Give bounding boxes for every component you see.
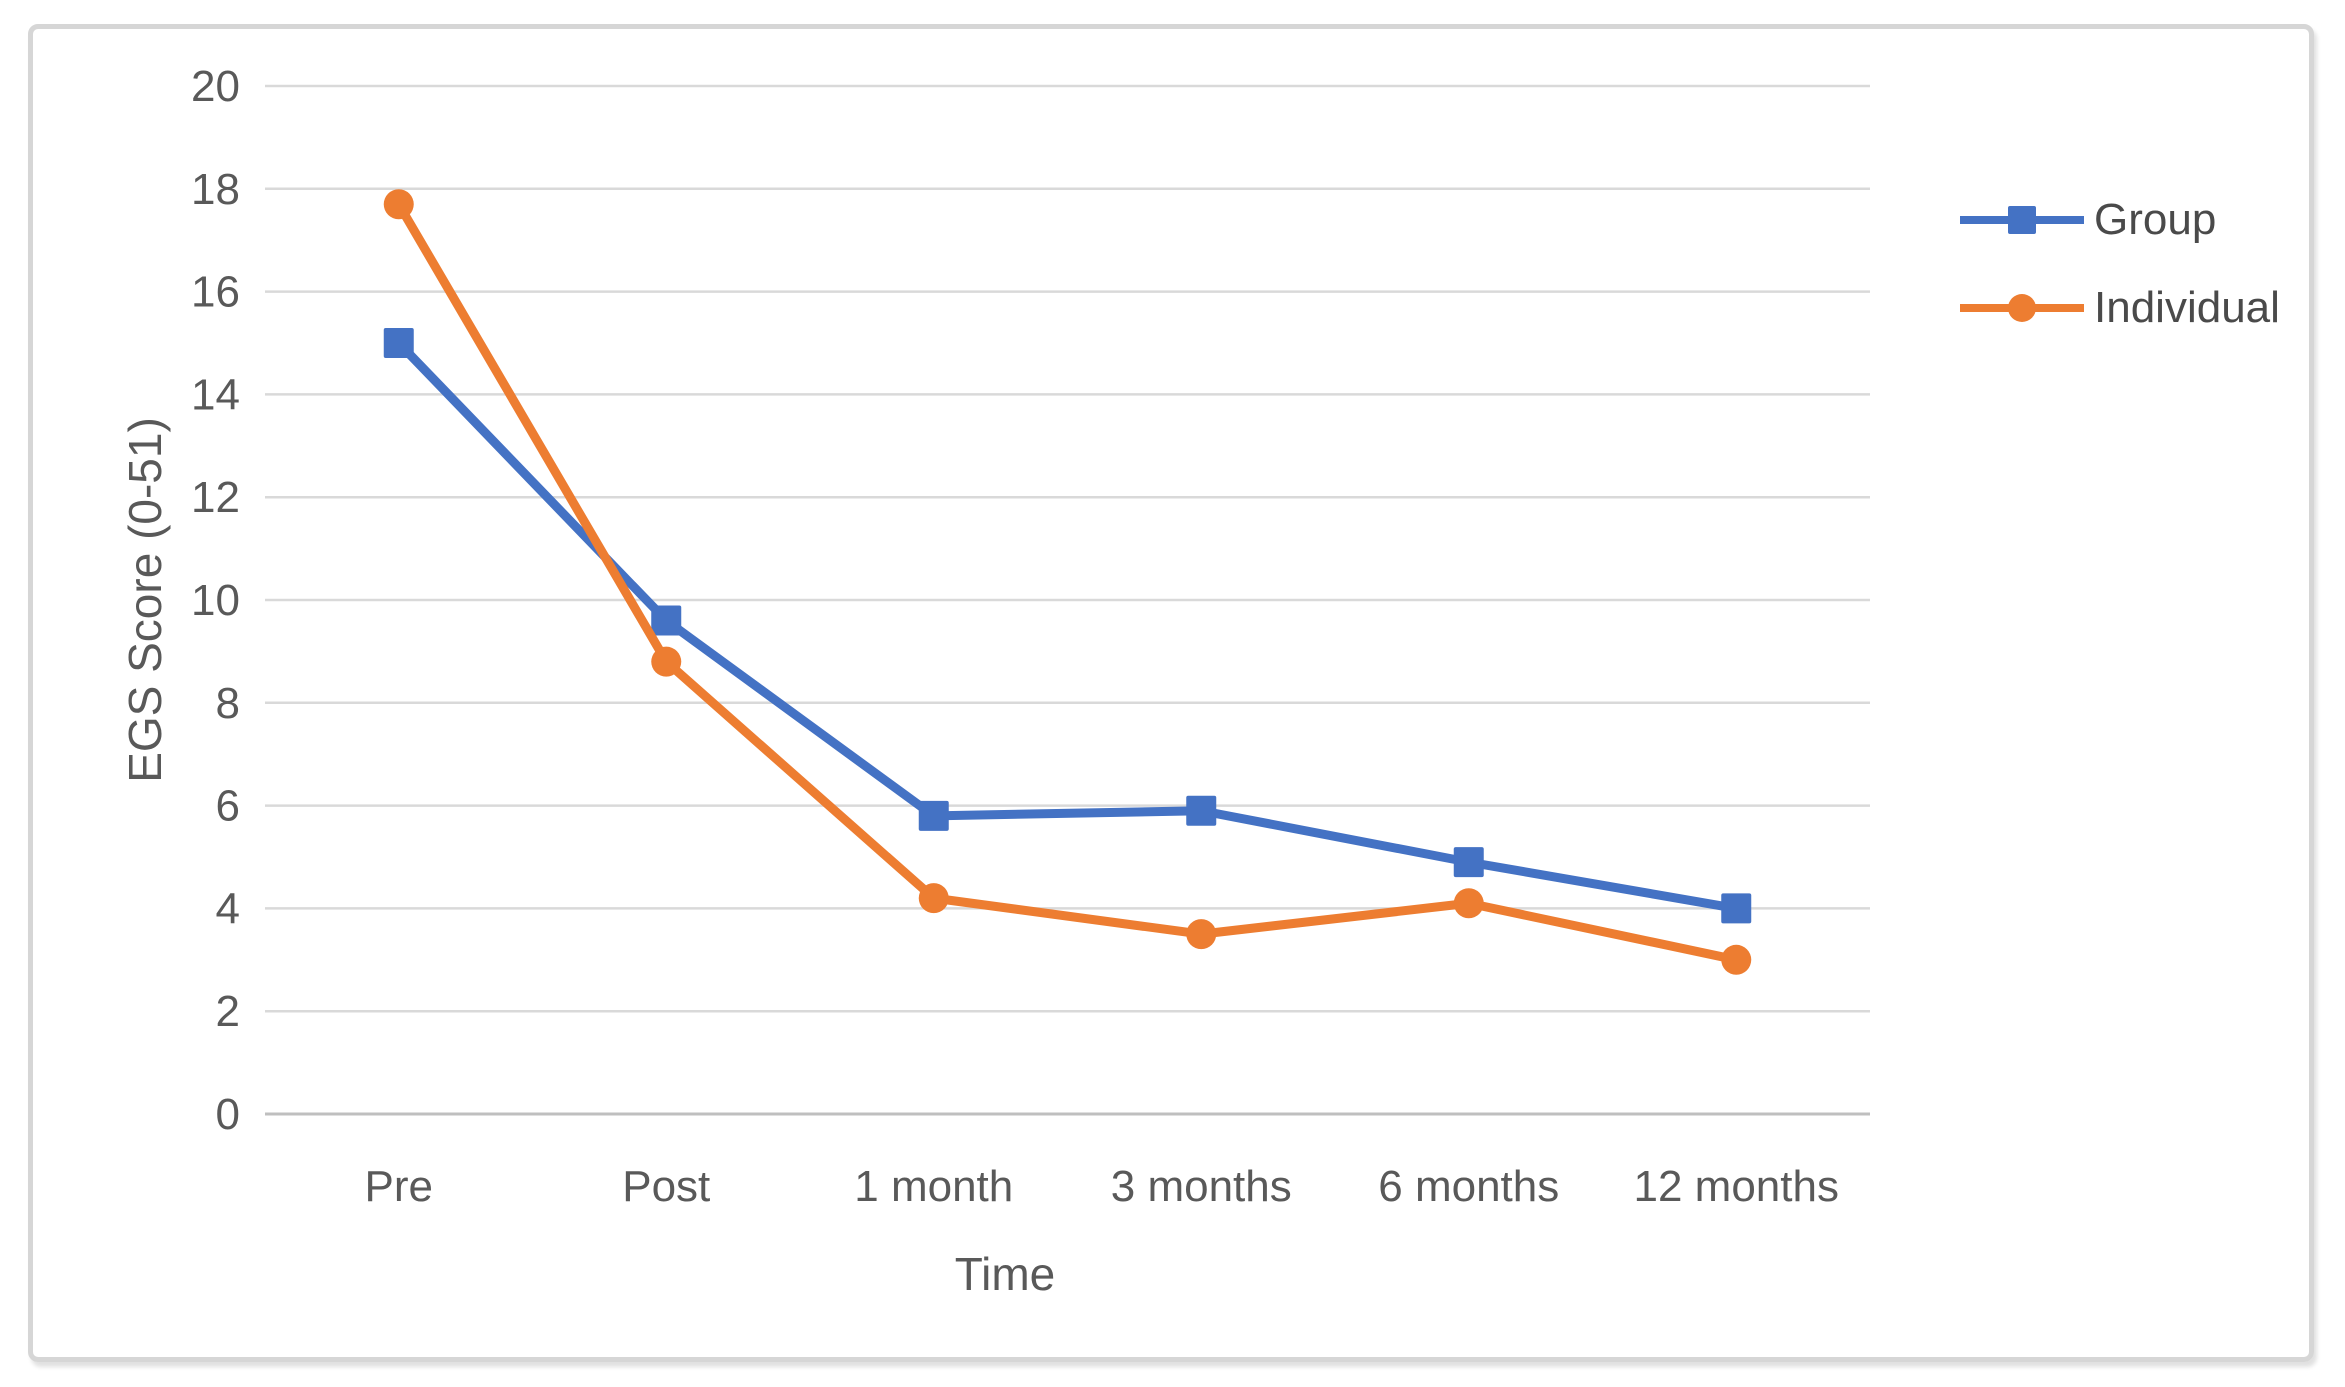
legend: Group Individual	[1958, 195, 2280, 372]
x-category-label: 3 months	[1111, 1162, 1292, 1211]
y-tick-label: 4	[216, 884, 240, 933]
x-category-label: Post	[622, 1162, 710, 1211]
data-point-individual	[651, 646, 682, 677]
y-tick-label: 12	[191, 473, 240, 522]
x-axis-title: Time	[954, 1248, 1056, 1300]
legend-marker-group	[2008, 206, 2036, 234]
x-category-label: 12 months	[1634, 1162, 1839, 1211]
data-point-group	[651, 605, 682, 636]
x-category-label: 1 month	[854, 1162, 1013, 1211]
legend-item-group: Group	[1958, 195, 2280, 244]
y-axis-title: EGS Score (0-51)	[119, 417, 171, 783]
data-point-group	[1721, 893, 1752, 924]
legend-marker-individual	[2008, 294, 2036, 322]
data-point-individual	[1186, 919, 1217, 950]
data-point-individual	[1721, 944, 1752, 975]
data-point-individual	[918, 883, 949, 914]
data-point-group	[1453, 847, 1484, 878]
legend-swatch-group-icon	[1960, 206, 2084, 234]
x-category-label: Pre	[365, 1162, 433, 1211]
y-tick-label: 16	[191, 268, 240, 317]
legend-label-individual: Individual	[2094, 283, 2280, 332]
data-point-group	[1186, 795, 1217, 826]
legend-swatch-individual-icon	[1960, 294, 2084, 322]
data-point-group	[383, 328, 414, 358]
x-category-label: 6 months	[1378, 1162, 1559, 1211]
y-tick-label: 2	[216, 987, 240, 1036]
y-tick-label: 20	[191, 62, 240, 111]
series-line-group	[394, 338, 1741, 913]
y-tick-label: 10	[191, 576, 240, 625]
y-tick-label: 18	[191, 165, 240, 214]
y-tick-label: 0	[216, 1090, 240, 1139]
chart-border-frame	[28, 24, 2314, 1362]
legend-item-individual: Individual	[1958, 283, 2280, 332]
y-tick-label: 8	[216, 679, 240, 728]
data-point-group	[918, 800, 949, 831]
y-tick-label: 6	[216, 782, 240, 831]
series-line-individual	[394, 199, 1741, 965]
data-point-individual	[383, 189, 414, 220]
y-tick-label: 14	[191, 370, 240, 419]
data-point-individual	[1453, 888, 1484, 919]
legend-label-group: Group	[2094, 195, 2217, 244]
